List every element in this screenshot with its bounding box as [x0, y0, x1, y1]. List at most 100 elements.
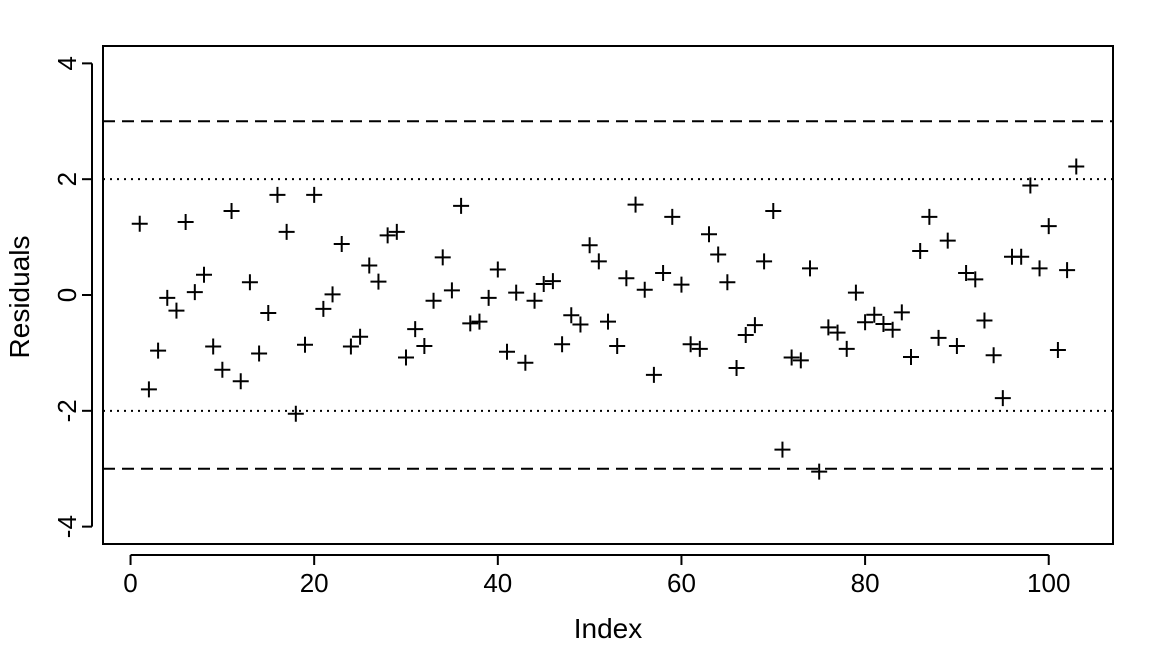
data-point: [572, 316, 589, 333]
data-point: [241, 274, 258, 291]
data-point: [811, 463, 828, 480]
data-point: [719, 274, 736, 291]
data-point: [306, 186, 323, 203]
data-point: [1022, 177, 1039, 194]
data-point: [150, 342, 167, 359]
data-point: [600, 313, 616, 330]
data-point: [1068, 158, 1085, 175]
y-tick-label: 2: [52, 172, 82, 186]
data-point: [774, 441, 791, 458]
data-point: [168, 302, 185, 319]
data-point: [691, 340, 708, 357]
data-point: [1059, 262, 1076, 279]
data-point: [627, 196, 644, 213]
data-point: [930, 329, 947, 346]
data-point: [645, 366, 662, 383]
data-point: [838, 340, 855, 357]
data-point: [912, 242, 929, 259]
data-points: [131, 158, 1085, 480]
data-point: [131, 215, 148, 232]
data-point: [434, 249, 451, 266]
data-point: [994, 390, 1011, 407]
y-tick-label: 0: [52, 288, 82, 302]
data-point: [205, 338, 222, 355]
data-point: [333, 236, 350, 253]
data-point: [489, 261, 506, 278]
data-point: [140, 381, 157, 398]
data-point: [609, 337, 626, 354]
data-point: [563, 307, 580, 324]
data-point: [985, 347, 1002, 364]
data-point: [425, 292, 442, 309]
data-point: [618, 270, 635, 287]
data-point: [232, 373, 249, 390]
data-point: [664, 208, 681, 225]
x-tick-label: 100: [1027, 568, 1070, 598]
data-point: [297, 336, 313, 353]
data-point: [948, 337, 965, 354]
data-point: [324, 286, 341, 303]
data-point: [480, 289, 497, 306]
data-point: [847, 284, 864, 301]
data-point: [471, 313, 488, 330]
data-point: [526, 292, 543, 309]
data-point: [159, 289, 176, 306]
data-point: [746, 317, 763, 334]
data-point: [251, 345, 268, 362]
data-point: [370, 273, 387, 290]
data-point: [407, 321, 424, 338]
x-axis: 0 20 40 60 80 100: [123, 554, 1070, 598]
data-point: [1031, 260, 1048, 277]
data-point: [893, 304, 910, 321]
data-point: [673, 276, 690, 293]
data-point: [352, 328, 369, 345]
data-point: [517, 354, 534, 371]
data-point: [462, 315, 479, 332]
data-point: [581, 237, 598, 254]
data-point: [508, 284, 525, 301]
y-tick-label: 4: [52, 56, 82, 70]
data-point: [756, 253, 773, 270]
y-axis: -4 -2 0 2 4: [52, 56, 93, 538]
data-point: [269, 186, 286, 203]
data-point: [453, 197, 470, 214]
data-point: [765, 203, 782, 220]
data-point: [416, 337, 433, 354]
data-point: [829, 324, 846, 341]
data-point: [342, 338, 359, 355]
data-point: [287, 405, 304, 422]
data-point: [177, 214, 194, 231]
data-point: [783, 349, 800, 366]
data-point: [802, 260, 818, 277]
data-point: [636, 281, 653, 298]
reference-lines: [103, 120, 1113, 470]
data-point: [1013, 248, 1030, 265]
data-point: [958, 264, 975, 281]
data-point: [315, 300, 332, 317]
x-tick-label: 60: [667, 568, 696, 598]
data-point: [903, 348, 919, 365]
data-point: [728, 359, 745, 376]
data-point: [976, 312, 993, 329]
data-point: [710, 246, 727, 263]
y-tick-label: -2: [52, 399, 82, 422]
plot-frame: [102, 45, 1114, 545]
data-point: [554, 336, 571, 353]
data-point: [278, 223, 295, 240]
data-point: [921, 208, 938, 225]
data-point: [682, 336, 699, 353]
data-point: [866, 306, 883, 323]
data-point: [388, 223, 405, 240]
data-point: [737, 326, 754, 343]
data-point: [967, 271, 984, 288]
data-point: [875, 315, 892, 332]
data-point: [544, 273, 561, 290]
data-point: [398, 349, 414, 366]
data-point: [857, 314, 874, 331]
y-tick-label: -4: [52, 515, 82, 538]
x-axis-title: Index: [574, 613, 643, 644]
data-point: [792, 352, 809, 369]
data-point: [260, 304, 277, 321]
data-point: [1040, 218, 1057, 235]
